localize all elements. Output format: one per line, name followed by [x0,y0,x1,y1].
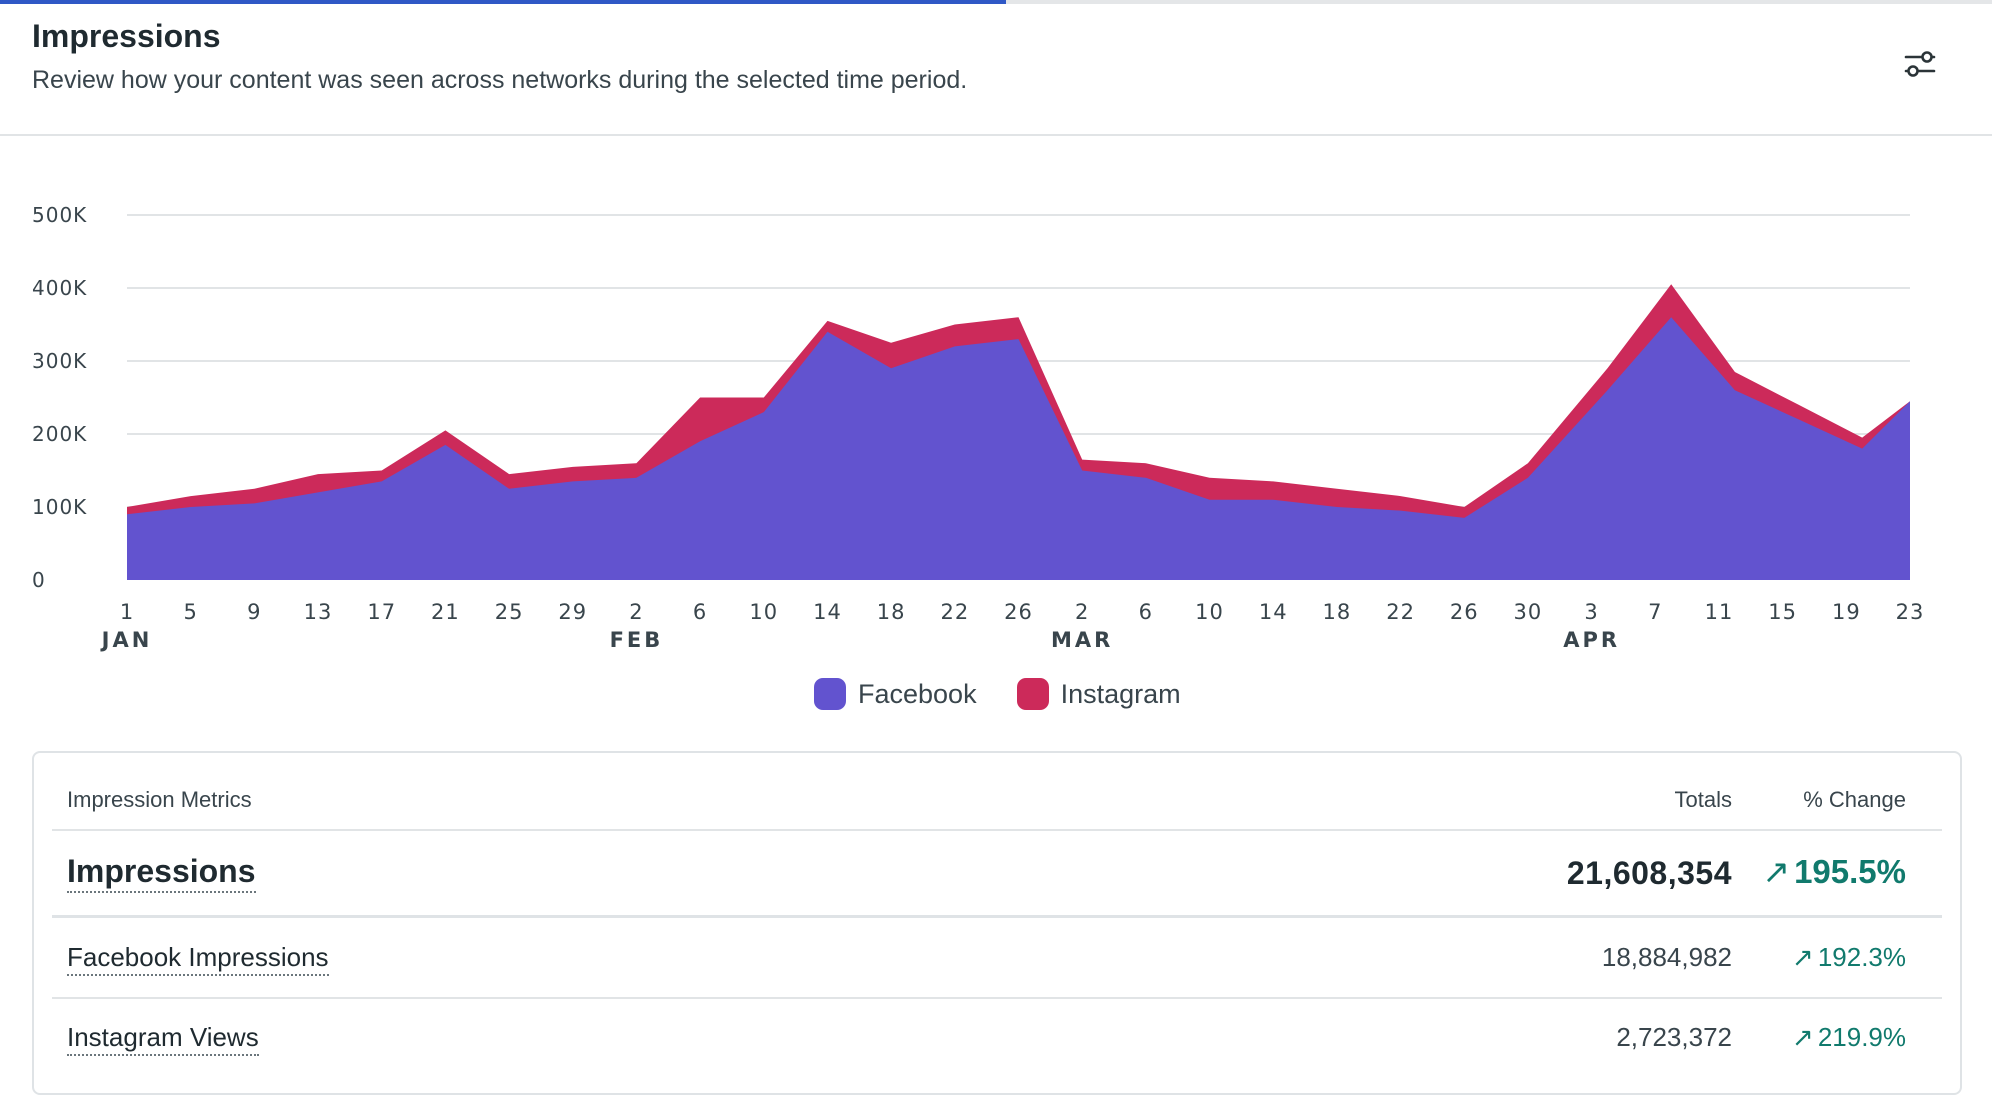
sliders-icon [1904,51,1936,77]
header-change: % Change [1803,787,1906,812]
page-subtitle: Review how your content was seen across … [32,66,968,94]
metrics-table: Impression Metrics Totals % Change Impre… [32,751,1962,1095]
header-metric: Impression Metrics [67,787,252,812]
trend-up-icon: ↗ [1792,942,1814,972]
x-tick-label: 14 [813,600,842,624]
trend-up-icon: ↗ [1792,1022,1814,1052]
x-month-label: MAR [1051,628,1113,652]
legend-label-facebook: Facebook [858,678,977,709]
metric-change-facebook-impressions: ↗ 192.3% [1792,942,1906,973]
x-tick-label: 22 [1386,600,1415,624]
legend-item-facebook[interactable]: Facebook [814,678,977,710]
trend-up-icon: ↗ [1762,853,1791,890]
x-tick-label: 15 [1768,600,1797,624]
x-tick-label: 29 [558,600,587,624]
x-tick-label: 6 [1139,600,1153,624]
table-divider [52,829,1942,831]
legend-swatch-facebook [814,678,846,710]
page-title: Impressions [32,18,221,54]
metric-total-impressions: 21,608,354 [1566,855,1732,891]
metric-change-instagram-views: ↗ 219.9% [1792,1022,1906,1053]
x-tick-label: 2 [629,600,643,624]
x-tick-label: 9 [247,600,261,624]
x-tick-label: 1 [120,600,134,624]
y-tick-label: 100K [32,495,87,519]
chart-areas [127,284,1910,580]
y-tick-label: 300K [32,349,87,373]
x-tick-label: 6 [693,600,707,624]
x-tick-label: 10 [1195,600,1224,624]
x-month-label: JAN [100,628,153,652]
x-tick-label: 23 [1896,600,1925,624]
legend-swatch-instagram [1016,678,1049,710]
legend-item-instagram[interactable]: Instagram [1016,678,1181,710]
x-tick-label: 19 [1832,600,1861,624]
card-header: Impressions Review how your content was … [0,4,1992,136]
x-tick-label: 3 [1584,600,1598,624]
x-tick-label: 17 [367,600,396,624]
progress-track [0,0,1992,4]
change-value: 192.3% [1817,942,1906,972]
metric-total-instagram-views: 2,723,372 [1616,1022,1732,1052]
x-tick-label: 5 [183,600,197,624]
x-tick-label: 21 [431,600,460,624]
y-tick-label: 200K [32,422,87,446]
y-tick-label: 400K [32,276,87,300]
x-tick-label: 2 [1075,600,1089,624]
x-tick-label: 11 [1705,600,1734,624]
x-tick-label: 26 [1450,600,1479,624]
x-month-label: APR [1563,628,1620,652]
metric-name-facebook-impressions[interactable]: Facebook Impressions [67,942,329,976]
table-divider [52,915,1942,918]
change-value: 195.5% [1794,853,1906,890]
series-area-facebook [127,317,1910,580]
metric-change-impressions: ↗ 195.5% [1762,852,1906,891]
x-tick-label: 13 [304,600,333,624]
table-header: Impression Metrics Totals % Change [34,753,1960,829]
x-tick-label: 18 [877,600,906,624]
metric-name-impressions[interactable]: Impressions [67,853,256,893]
legend-label-instagram: Instagram [1060,678,1181,709]
x-tick-label: 25 [495,600,524,624]
metric-total-facebook-impressions: 18,884,982 [1601,942,1732,972]
x-month-label: FEB [610,628,664,652]
x-tick-label: 18 [1323,600,1352,624]
metric-name-instagram-views[interactable]: Instagram Views [67,1022,259,1056]
y-tick-label: 0 [32,568,46,592]
chart-settings-button[interactable] [1896,40,1944,88]
x-tick-label: 10 [749,600,778,624]
progress-fill [0,0,1006,4]
header-totals: Totals [1674,787,1732,812]
change-value: 219.9% [1817,1022,1906,1052]
chart-legend: Facebook Instagram [814,678,1181,710]
table-divider [52,997,1942,999]
x-tick-label: 26 [1004,600,1033,624]
x-tick-label: 30 [1514,600,1543,624]
x-tick-label: 7 [1648,600,1662,624]
x-tick-label: 14 [1259,600,1288,624]
y-tick-label: 500K [32,203,87,227]
x-tick-label: 22 [940,600,969,624]
